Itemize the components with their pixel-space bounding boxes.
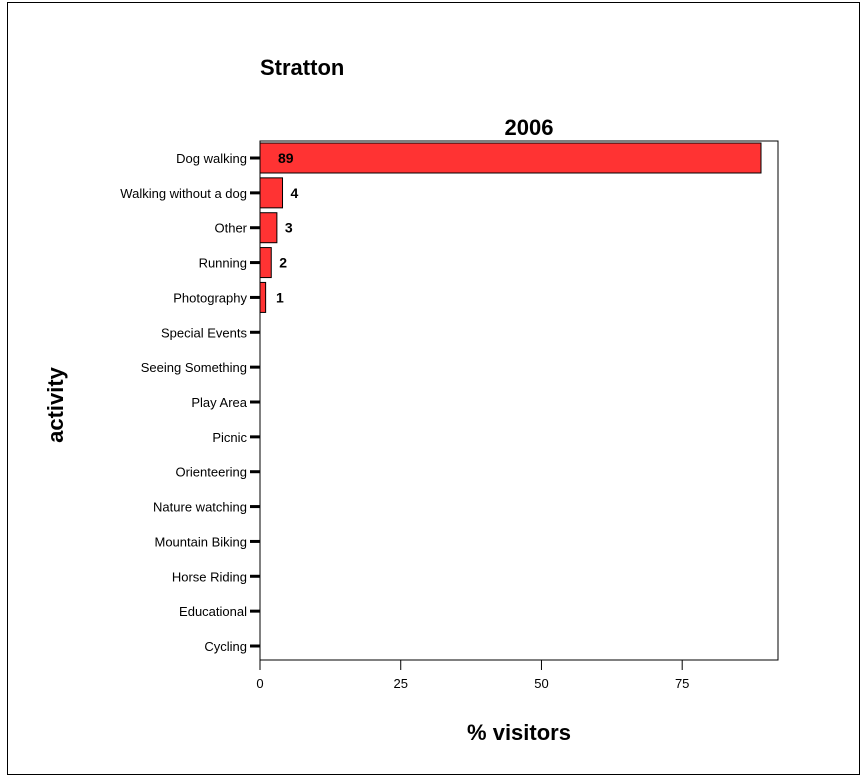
- y-tick-label: Other: [214, 221, 247, 236]
- chart-title: Stratton: [260, 55, 344, 80]
- y-tick-label: Seeing Something: [141, 360, 247, 375]
- data-label: 1: [276, 289, 284, 305]
- bar: [259, 247, 272, 279]
- y-axis-label: activity: [43, 366, 68, 443]
- y-tick-label: Educational: [179, 604, 247, 619]
- bar: [259, 142, 762, 174]
- x-tick-label: 75: [675, 676, 689, 691]
- y-axis: Dog walking Walking without a dog Other Run…: [120, 151, 260, 654]
- y-tick-label: Orienteering: [175, 465, 247, 480]
- y-tick-label: Nature watching: [153, 500, 247, 515]
- x-tick-label: 0: [256, 676, 263, 691]
- y-tick-label: Cycling: [204, 639, 247, 654]
- x-tick-label: 25: [393, 676, 407, 691]
- y-tick-label: Dog walking: [176, 151, 247, 166]
- plot-area: [259, 140, 779, 661]
- y-tick-label: Walking without a dog: [120, 186, 247, 201]
- y-tick-label: Mountain Biking: [155, 534, 248, 549]
- y-tick-label: Picnic: [212, 430, 247, 445]
- bar: [259, 212, 278, 244]
- y-tick-label: Running: [199, 256, 247, 271]
- y-tick-label: Photography: [173, 290, 247, 305]
- chart-subtitle: 2006: [505, 115, 554, 140]
- y-tick-label: Special Events: [161, 325, 247, 340]
- bar: [259, 281, 267, 313]
- x-axis: 0 25 50 75: [256, 660, 689, 691]
- y-tick-label: Play Area: [191, 395, 247, 410]
- bar: [259, 177, 284, 209]
- bars-group: 89 4 3 2 1: [259, 142, 762, 313]
- y-tick-label: Horse Riding: [172, 569, 247, 584]
- x-tick-label: 50: [534, 676, 548, 691]
- data-label: 3: [285, 220, 293, 236]
- data-label: 2: [279, 255, 287, 271]
- x-axis-label: % visitors: [467, 720, 571, 745]
- data-label: 89: [278, 150, 294, 166]
- data-label: 4: [291, 185, 299, 201]
